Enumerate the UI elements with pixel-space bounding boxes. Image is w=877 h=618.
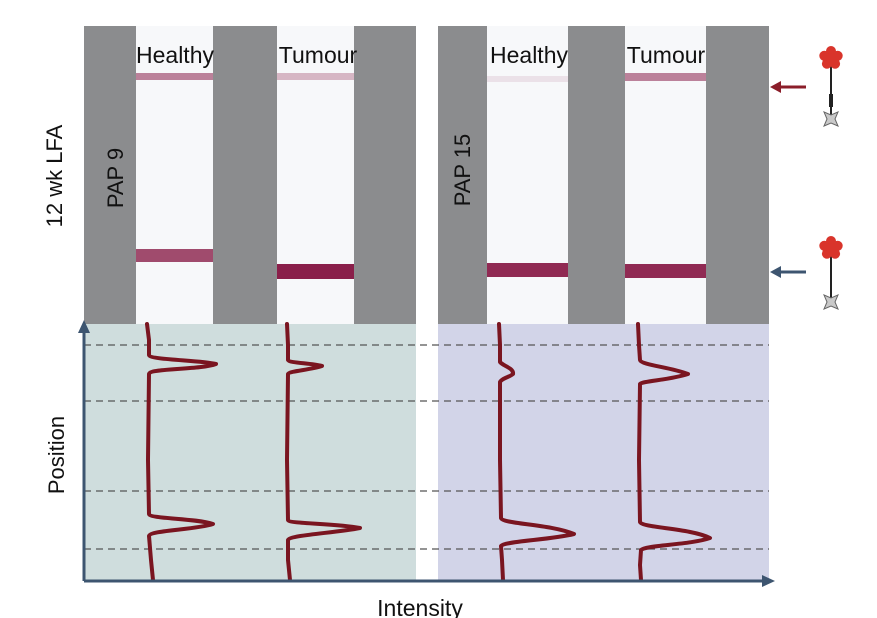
test-line-probe-icon (819, 236, 843, 310)
strip-photo-pap15: Healthy Tumour PAP 15 (438, 26, 769, 324)
band-pap9-tumour-top (277, 73, 354, 80)
intensity-axis (84, 575, 775, 587)
trace-pap15-tumour (636, 322, 712, 582)
profile-panel-pap15 (438, 324, 769, 581)
strip-pap9-tumour (277, 26, 354, 324)
patient-label-pap9: PAP 9 (103, 148, 128, 208)
intensity-axis-label: Intensity (377, 595, 463, 618)
strip-photo-pap9: Healthy Tumour PAP 9 (84, 26, 416, 324)
test-line-indicator (770, 266, 806, 278)
band-pap9-healthy-top (136, 73, 213, 80)
band-pap9-tumour-bottom (277, 264, 354, 279)
patient-label-pap15: PAP 15 (450, 134, 475, 207)
band-pap15-tumour-top (625, 73, 706, 81)
control-line-probe-icon (819, 46, 843, 127)
control-line-indicator (770, 81, 806, 93)
intensity-traces (145, 322, 712, 582)
band-pap15-tumour-bottom (625, 264, 706, 278)
band-pap15-healthy-top (487, 76, 568, 82)
arrow-up-icon (78, 320, 90, 333)
square-icon (823, 294, 839, 310)
arrow-left-icon (770, 81, 781, 93)
band-pap15-healthy-bottom (487, 263, 568, 277)
lfa-time-label: 12 wk LFA (42, 124, 67, 227)
strip-label-pap9-tumour: Tumour (279, 42, 358, 68)
flower-icon (819, 46, 843, 69)
square-icon (823, 111, 839, 127)
arrow-right-icon (762, 575, 775, 587)
band-pap9-healthy-bottom (136, 249, 213, 262)
strip-label-pap9-healthy: Healthy (136, 42, 214, 68)
strip-label-pap15-healthy: Healthy (490, 42, 568, 68)
position-axis-label: Position (44, 416, 69, 494)
trace-pap9-tumour (285, 322, 362, 582)
position-axis (78, 320, 90, 581)
arrow-left-icon (770, 266, 781, 278)
strip-pap15-healthy (487, 26, 568, 324)
profile-panel-pap9 (84, 324, 416, 581)
flower-icon (819, 236, 843, 259)
trace-pap9-healthy (145, 322, 218, 582)
band-guide-lines (84, 344, 769, 550)
strip-pap15-tumour (625, 26, 706, 324)
trace-pap15-healthy (497, 322, 576, 582)
strip-pap9-healthy (136, 26, 213, 324)
strip-label-pap15-tumour: Tumour (627, 42, 706, 68)
